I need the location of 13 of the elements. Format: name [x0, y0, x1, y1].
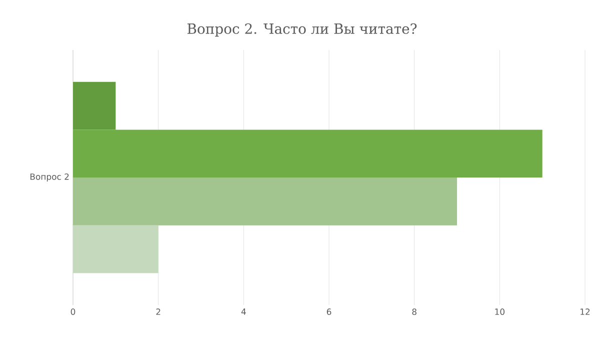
x-tick-label: 12 [580, 308, 590, 315]
y-tick-label: Вопрос 2 [30, 173, 69, 182]
bar [73, 225, 158, 274]
bar [73, 82, 116, 130]
x-tick-label: 8 [412, 308, 416, 315]
bar [73, 178, 458, 226]
x-tick-label: 10 [495, 308, 504, 315]
x-tick-label: 0 [70, 308, 76, 315]
chart-title: Вопрос 2. Часто ли Вы читате? [187, 23, 417, 37]
x-tick-label: 4 [241, 308, 246, 315]
x-tick-label: 6 [326, 308, 332, 315]
x-tick-label: 2 [156, 308, 160, 315]
bar [73, 130, 542, 178]
